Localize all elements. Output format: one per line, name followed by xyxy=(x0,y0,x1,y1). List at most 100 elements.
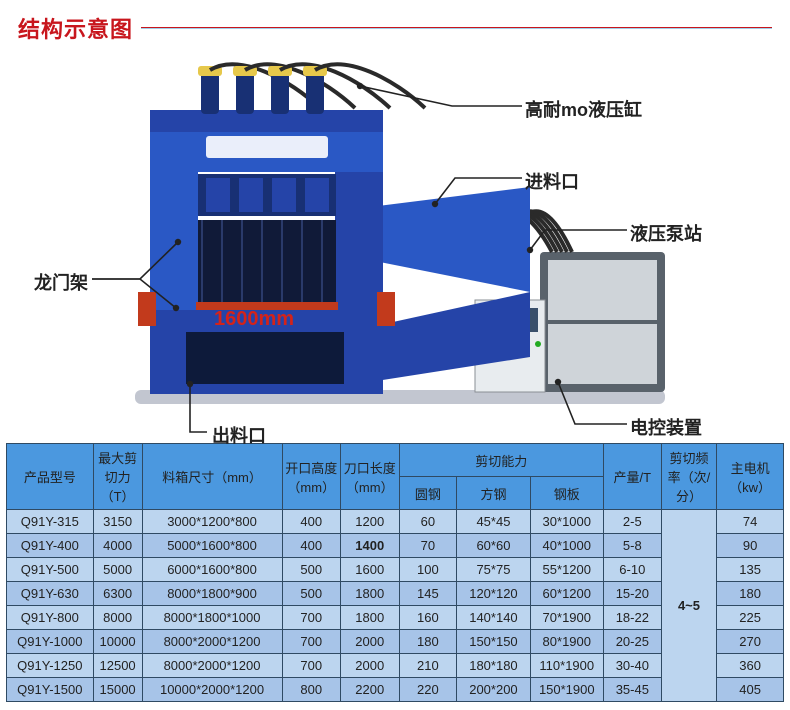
th-motor: 主电机（kw） xyxy=(717,444,784,510)
structure-diagram: 高耐mo液压缸进料口液压泵站电控装置龙门架出料口 1600mm xyxy=(0,52,790,437)
label-outlet: 出料口 xyxy=(212,422,266,448)
cell: 150*150 xyxy=(457,630,530,654)
cell: Q91Y-1000 xyxy=(7,630,94,654)
cell: 110*1900 xyxy=(530,654,603,678)
cell: 1800 xyxy=(341,606,400,630)
cell: 30*1000 xyxy=(530,510,603,534)
cell: 18-22 xyxy=(603,606,661,630)
th-plate: 钢板 xyxy=(530,477,603,510)
label-control: 电控装置 xyxy=(630,414,702,440)
cell: 8000*1800*900 xyxy=(142,582,282,606)
cell: 180*180 xyxy=(457,654,530,678)
cell: 270 xyxy=(717,630,784,654)
cell: Q91Y-800 xyxy=(7,606,94,630)
th-bin: 料箱尺寸（mm） xyxy=(142,444,282,510)
cell: 8000*2000*1200 xyxy=(142,630,282,654)
cell: 1200 xyxy=(341,510,400,534)
cell: 405 xyxy=(717,678,784,702)
blade-dimension: 1600mm xyxy=(214,308,294,331)
cell: 5000 xyxy=(93,558,142,582)
cell: 15000 xyxy=(93,678,142,702)
cell: 10000*2000*1200 xyxy=(142,678,282,702)
label-cylinder: 高耐mo液压缸 xyxy=(525,96,642,122)
title-text: 结构示意图 xyxy=(18,12,133,44)
th-output: 产量/T xyxy=(603,444,661,510)
th-model: 产品型号 xyxy=(7,444,94,510)
table-body: Q91Y-31531503000*1200*80040012006045*453… xyxy=(7,510,784,702)
cell: 60*1200 xyxy=(530,582,603,606)
th-open: 开口高度（mm） xyxy=(282,444,341,510)
cell: 200*200 xyxy=(457,678,530,702)
cell: 360 xyxy=(717,654,784,678)
cell: 6-10 xyxy=(603,558,661,582)
cell: 800 xyxy=(282,678,341,702)
cell: 55*1200 xyxy=(530,558,603,582)
cell: 90 xyxy=(717,534,784,558)
cell: 6300 xyxy=(93,582,142,606)
cell: Q91Y-1250 xyxy=(7,654,94,678)
cell: 8000*2000*1200 xyxy=(142,654,282,678)
title-underline xyxy=(141,27,772,29)
cell: Q91Y-1500 xyxy=(7,678,94,702)
cell: 2-5 xyxy=(603,510,661,534)
cell: 8000*1800*1000 xyxy=(142,606,282,630)
cell: 100 xyxy=(399,558,457,582)
cell: 3150 xyxy=(93,510,142,534)
cell: Q91Y-400 xyxy=(7,534,94,558)
cell: 5-8 xyxy=(603,534,661,558)
th-blade: 刀口长度（mm） xyxy=(341,444,400,510)
th-freq: 剪切频率（次/分） xyxy=(661,444,717,510)
cell: 60*60 xyxy=(457,534,530,558)
cell: 700 xyxy=(282,654,341,678)
cell: 500 xyxy=(282,558,341,582)
specs-table: 产品型号 最大剪切力（T） 料箱尺寸（mm） 开口高度（mm） 刀口长度（mm）… xyxy=(6,443,784,702)
section-title: 结构示意图 xyxy=(18,12,772,44)
th-force: 最大剪切力（T） xyxy=(93,444,142,510)
cell: 35-45 xyxy=(603,678,661,702)
cell: 5000*1600*800 xyxy=(142,534,282,558)
cell: 15-20 xyxy=(603,582,661,606)
cell: 4000 xyxy=(93,534,142,558)
table-header: 产品型号 最大剪切力（T） 料箱尺寸（mm） 开口高度（mm） 刀口长度（mm）… xyxy=(7,444,784,510)
cell: 30-40 xyxy=(603,654,661,678)
cell: 140*140 xyxy=(457,606,530,630)
label-frame: 龙门架 xyxy=(34,269,88,295)
cell: 75*75 xyxy=(457,558,530,582)
cell: 500 xyxy=(282,582,341,606)
cell: 1600 xyxy=(341,558,400,582)
th-square: 方钢 xyxy=(457,477,530,510)
cell: 210 xyxy=(399,654,457,678)
cell: 2200 xyxy=(341,678,400,702)
cell: Q91Y-315 xyxy=(7,510,94,534)
cell: 135 xyxy=(717,558,784,582)
cell: 180 xyxy=(399,630,457,654)
specs-table-wrap: 产品型号 最大剪切力（T） 料箱尺寸（mm） 开口高度（mm） 刀口长度（mm）… xyxy=(0,437,790,702)
cell: 180 xyxy=(717,582,784,606)
cell: 700 xyxy=(282,606,341,630)
cell: 150*1900 xyxy=(530,678,603,702)
cell: 3000*1200*800 xyxy=(142,510,282,534)
cell: 220 xyxy=(399,678,457,702)
table-row: Q91Y-31531503000*1200*80040012006045*453… xyxy=(7,510,784,534)
cell: 120*120 xyxy=(457,582,530,606)
cell: 145 xyxy=(399,582,457,606)
cell: 1800 xyxy=(341,582,400,606)
cell: 45*45 xyxy=(457,510,530,534)
th-capacity: 剪切能力 xyxy=(399,444,603,477)
cell: 70*1900 xyxy=(530,606,603,630)
cell: 20-25 xyxy=(603,630,661,654)
cell: 400 xyxy=(282,510,341,534)
label-inlet: 进料口 xyxy=(525,168,579,194)
cell: 8000 xyxy=(93,606,142,630)
cell: 1400 xyxy=(341,534,400,558)
cell: 40*1000 xyxy=(530,534,603,558)
cell: 12500 xyxy=(93,654,142,678)
th-round: 圆钢 xyxy=(399,477,457,510)
cell: 80*1900 xyxy=(530,630,603,654)
cell: 10000 xyxy=(93,630,142,654)
cell: 74 xyxy=(717,510,784,534)
cell: 225 xyxy=(717,606,784,630)
cell: 2000 xyxy=(341,654,400,678)
label-pump: 液压泵站 xyxy=(630,220,702,246)
cell: 700 xyxy=(282,630,341,654)
